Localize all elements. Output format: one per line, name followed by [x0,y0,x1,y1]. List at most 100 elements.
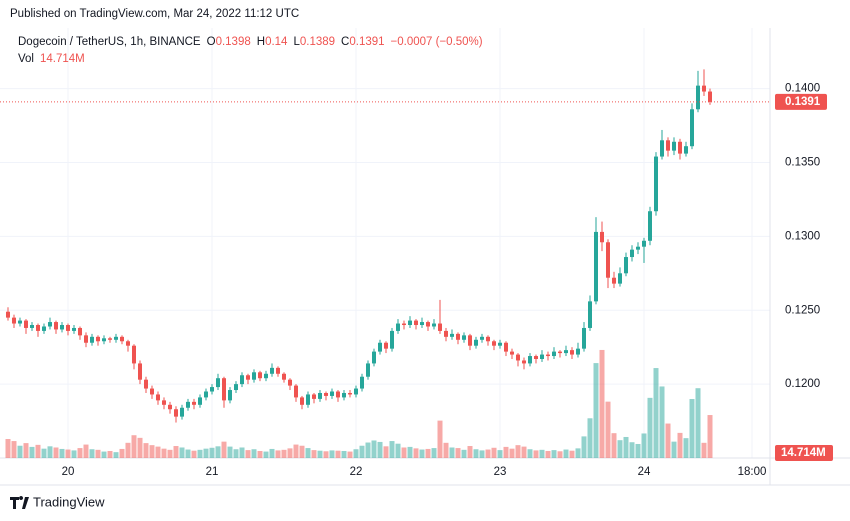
candle-body [299,397,304,405]
volume-bar [113,452,119,458]
volume-bar [695,388,701,458]
volume-bar [347,451,353,458]
y-tick-label: 0.1400 [785,83,820,95]
volume-legend: Vol 14.714M [18,53,85,65]
candle-body [155,394,160,401]
volume-bar [641,433,647,458]
candle-body [215,378,220,388]
candle-body [701,85,706,92]
candle-body [461,335,466,340]
volume-bar [137,437,143,458]
volume-bar [251,449,257,458]
volume-bar [203,448,209,458]
last-price-box [775,93,827,110]
volume-bar [239,447,245,458]
volume-bar [305,448,311,458]
candle-body [443,330,448,337]
x-tick-label: 21 [206,466,219,478]
volume-bar [659,386,665,458]
candle-body [671,141,676,151]
volume-bar [503,446,509,458]
volume-bar [65,449,71,458]
volume-bar [473,449,479,458]
volume-bar [173,446,179,458]
candle-body [617,273,622,284]
logo-text: TradingView [33,494,105,509]
candle-body [473,339,478,346]
candle-body [311,394,316,399]
close-value: 0.1391 [349,36,384,48]
candle-body [431,323,436,327]
candle-body [593,231,598,302]
volume-bar [179,447,185,458]
x-tick-label: 22 [350,466,363,478]
volume-bar [497,450,503,458]
volume-bar [5,439,11,458]
candle-body [335,391,340,398]
volume-bar [689,399,695,458]
volume-bar [509,448,515,458]
volume-bar [143,443,149,458]
volume-bar [563,449,569,458]
candle-body [629,249,634,258]
candle-body [383,342,388,349]
candle-body [449,333,454,337]
candle-body [329,391,334,396]
candle-body [359,376,364,389]
volume-bar [521,446,527,458]
candle-body [485,336,490,342]
volume-bar [11,441,17,458]
volume-bar [197,449,203,458]
candle-body [23,320,28,328]
legend: Dogecoin / TetherUS, 1h, BINANCE O0.1398 H… [18,36,483,65]
logo-icon [10,496,29,509]
candle-body [185,401,190,408]
volume-bar [365,442,371,458]
candle-body [653,156,658,212]
volume-bar [53,447,59,458]
volume-bar [245,450,251,458]
volume-bar [221,441,227,458]
volume-bar [329,450,335,458]
volume-bar [95,449,101,458]
volume-bar [83,444,89,458]
candle-body [599,231,604,243]
candle-body [41,326,46,331]
volume-bar [443,442,449,458]
volume-bar [275,450,281,458]
y-tick-label: 0.1250 [785,304,820,316]
volume-bar [647,397,653,458]
volume-bar [587,418,593,458]
volume-bar [653,368,659,458]
volume-bar [299,445,305,458]
candle-body [563,350,568,354]
candle-body [389,330,394,349]
volume-bar [233,449,239,458]
candle-body [281,373,286,380]
volume-bar [77,448,83,458]
candle-body [11,317,16,324]
candle-body [35,325,40,331]
candle-body [611,277,616,284]
volume-bar [311,450,317,458]
volume-bar [557,451,563,458]
candle-body [407,320,412,326]
symbol: Dogecoin / TetherUS, 1h, BINANCE [18,36,201,48]
label: H [257,36,265,48]
candle-body [587,301,592,328]
candle-body [413,320,418,326]
candle-body [665,140,670,151]
volume-bar [281,449,287,458]
candle-body [245,375,250,380]
candle-body [59,325,64,330]
candle-body [569,350,574,355]
candle-body [179,407,184,417]
volume-label: 14.714M [781,447,826,459]
candle-body [227,390,232,401]
candle-body [425,322,430,327]
candle-body [239,375,244,385]
volume-bar [377,441,383,458]
volume-bar [539,449,545,458]
volume-bar [467,446,473,458]
candle-body [683,146,688,154]
